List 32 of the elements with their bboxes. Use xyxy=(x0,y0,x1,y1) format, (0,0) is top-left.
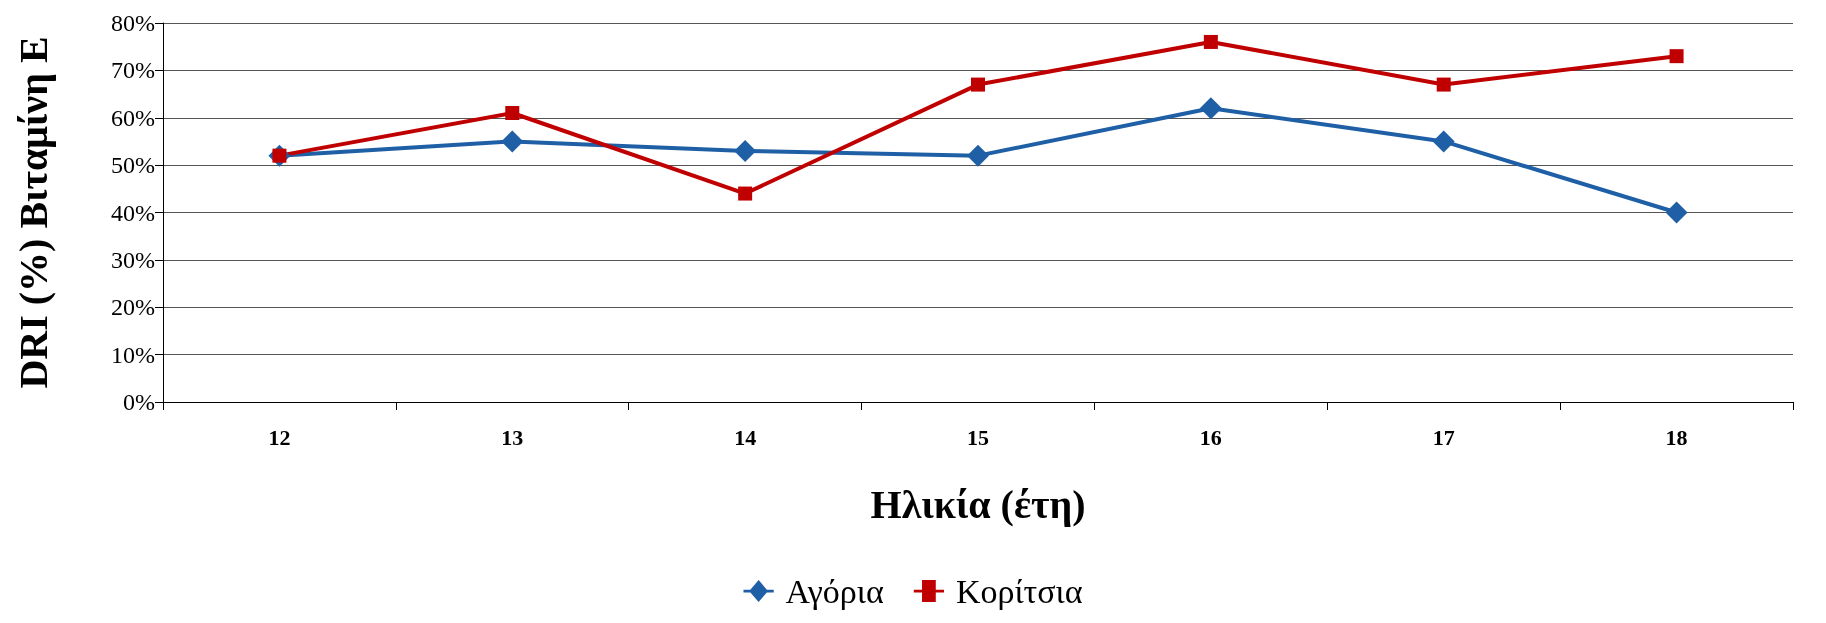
x-tick-label: 13 xyxy=(501,424,524,450)
legend-label: Κορίτσια xyxy=(955,572,1083,610)
x-tick-label: 18 xyxy=(1665,424,1688,450)
legend-label: Αγόρια xyxy=(785,572,884,610)
point xyxy=(501,130,524,153)
point xyxy=(1665,201,1688,224)
point xyxy=(1436,77,1451,92)
y-axis-title: DRI (%) Βιταμίνη Ε xyxy=(10,36,56,389)
y-tick-label: 70% xyxy=(111,57,155,84)
y-tick-label: 0% xyxy=(123,389,155,415)
point xyxy=(1199,97,1222,120)
y-tick-label: 10% xyxy=(111,341,155,368)
x-axis-title: Ηλικία (έτη) xyxy=(870,481,1086,527)
y-tick-label: 30% xyxy=(111,246,155,273)
point xyxy=(1669,49,1684,64)
y-tick-label: 40% xyxy=(111,199,155,226)
point xyxy=(1432,130,1455,153)
point xyxy=(971,77,985,92)
y-tick-label: 80% xyxy=(111,10,155,36)
x-tick-label: 17 xyxy=(1432,424,1455,450)
x-tick-label: 15 xyxy=(967,424,989,450)
point xyxy=(1203,34,1218,49)
point xyxy=(505,106,520,121)
y-tick-label: 50% xyxy=(111,152,155,179)
y-tick-label: 60% xyxy=(111,104,155,131)
point xyxy=(734,139,757,162)
x-tick-label: 12 xyxy=(268,424,291,450)
x-tick-label: 14 xyxy=(734,424,757,450)
y-tick-label: 20% xyxy=(111,294,155,321)
point xyxy=(738,186,753,201)
x-tick-label: 16 xyxy=(1199,424,1222,450)
point xyxy=(967,144,989,167)
